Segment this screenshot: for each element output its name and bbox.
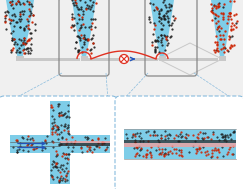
Polygon shape <box>211 0 233 57</box>
Polygon shape <box>150 0 174 57</box>
Bar <box>124 140 236 143</box>
FancyBboxPatch shape <box>115 96 243 189</box>
Bar <box>16 56 24 61</box>
Polygon shape <box>6 0 34 57</box>
Bar <box>124 129 236 159</box>
Bar <box>166 57 218 60</box>
Polygon shape <box>72 0 96 57</box>
Bar <box>60 143 110 146</box>
Bar <box>50 101 70 184</box>
Bar <box>24 57 80 60</box>
Bar <box>88 57 158 60</box>
Bar <box>80 56 87 61</box>
Bar <box>218 56 226 61</box>
Bar <box>124 143 236 147</box>
FancyBboxPatch shape <box>0 96 117 189</box>
Circle shape <box>120 54 129 64</box>
Bar <box>158 56 165 61</box>
Bar <box>60 140 110 143</box>
Bar <box>10 135 110 153</box>
